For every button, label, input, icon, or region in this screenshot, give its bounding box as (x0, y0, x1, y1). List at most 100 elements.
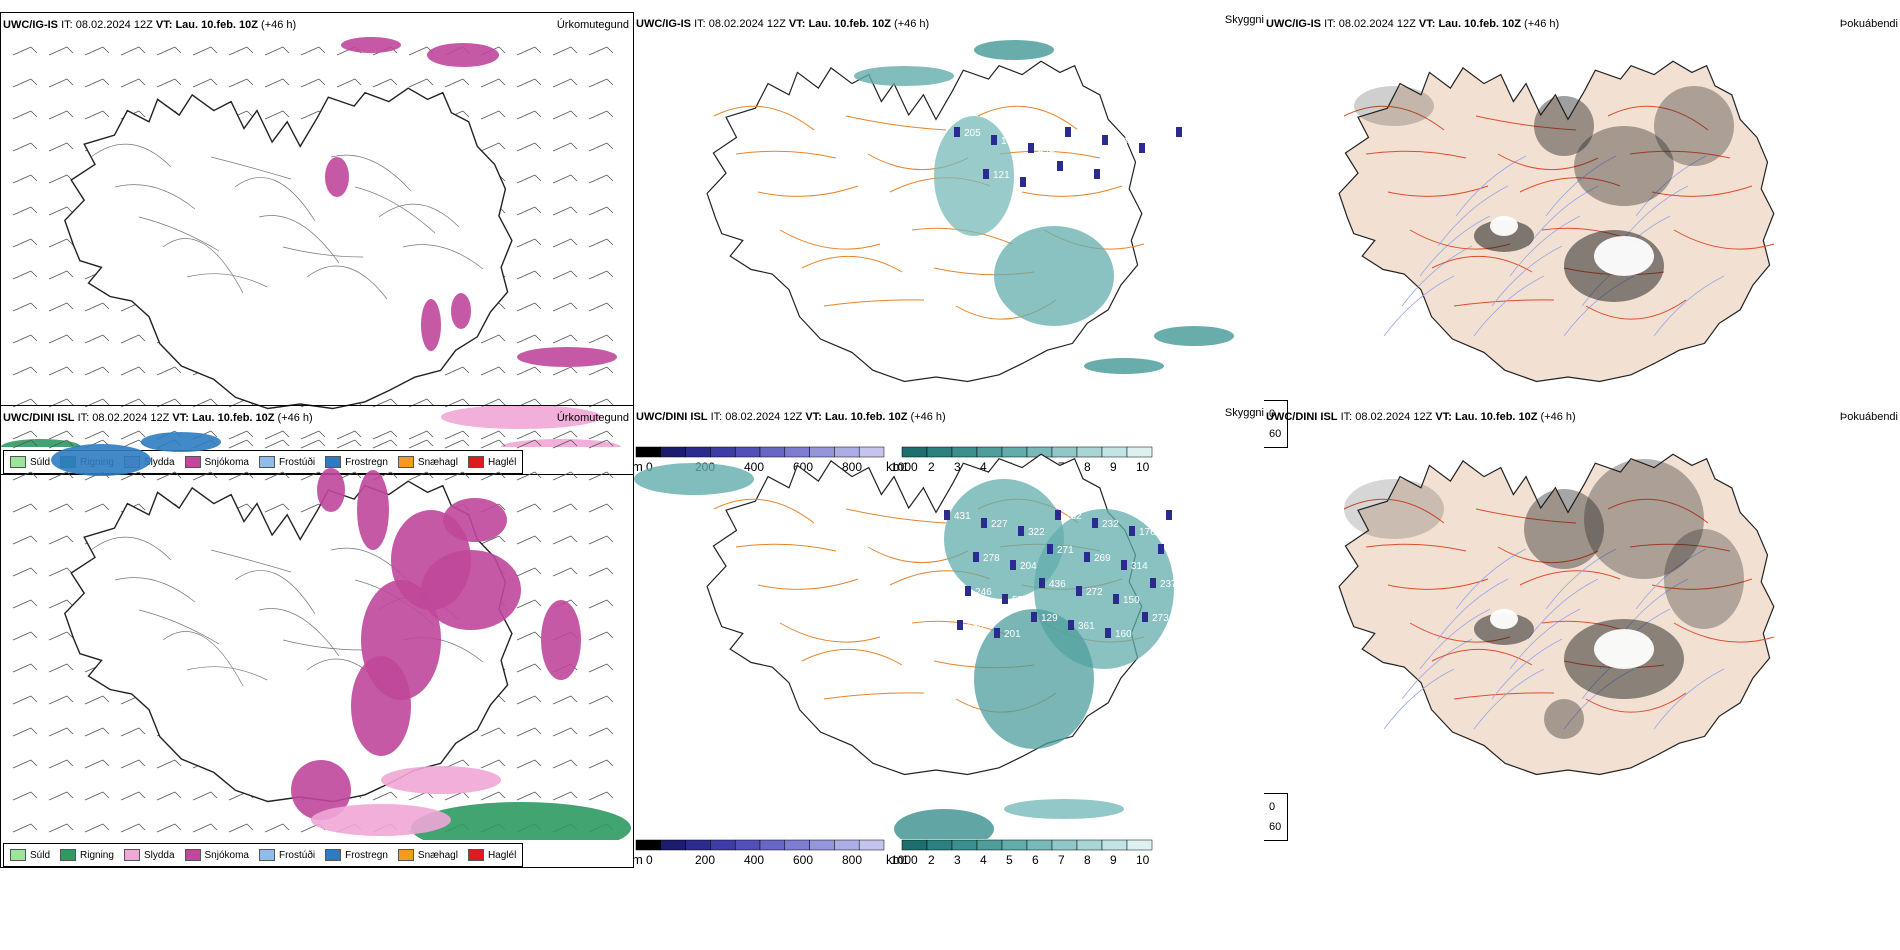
rain-area (1, 439, 81, 447)
wind-barb (480, 142, 506, 152)
wind-barb (48, 631, 74, 641)
it-value: 08.02.2024 12Z (725, 411, 803, 423)
river-line (1509, 215, 1581, 277)
visibility-scale-tick: 3 (954, 853, 961, 867)
wind-barb (48, 695, 74, 705)
wind-barb (480, 791, 506, 801)
road-line (735, 543, 837, 552)
wind-barb (48, 439, 74, 449)
cloud-base-marker (1028, 143, 1034, 153)
wind-barb (516, 471, 542, 481)
vt-value: Lau. 10.feb. 10Z (191, 412, 275, 424)
visibility-map: 4312273222822321767332782042712693144572… (634, 453, 1193, 839)
wind-barb (120, 791, 146, 801)
road-line (138, 216, 220, 252)
height-scale-swatch (834, 839, 860, 851)
wind-barb (480, 430, 506, 440)
wind-barb (12, 142, 38, 152)
cloud-base-marker (1139, 143, 1145, 153)
wind-barb (120, 366, 146, 376)
wind-barb (264, 471, 290, 481)
cloud-base-height-label: 278 (983, 553, 1000, 564)
fog-title: Þokuábendi (1839, 18, 1898, 30)
wind-barb (588, 567, 614, 577)
legend-label: Frostúði (278, 456, 316, 468)
snow-area (421, 550, 521, 630)
wind-barb (516, 503, 542, 513)
snow-area (427, 43, 499, 67)
cloud-base-marker (1113, 594, 1119, 604)
road-line (1519, 570, 1621, 586)
road-line (90, 536, 172, 561)
road-line (90, 143, 172, 168)
legend-item: Súld (10, 849, 50, 861)
wind-barb (12, 439, 38, 449)
wind-barb (264, 110, 290, 120)
height-scale-unit: m (634, 459, 643, 474)
cloud-base-marker (1047, 544, 1053, 554)
fog-area (1584, 459, 1704, 579)
model-label: UWC/DINI ISL (636, 411, 708, 423)
river-line (1635, 548, 1707, 610)
visibility-map: 205 140 242 108 114 125 151 121 270 102 100 (706, 40, 1234, 383)
wind-barb (516, 270, 542, 280)
legend-item: Snæhagl (397, 456, 458, 468)
wind-barb (372, 439, 398, 449)
wind-barb (12, 791, 38, 801)
cloud-base-marker (965, 586, 971, 596)
height-scale-tick: 1000 (891, 853, 918, 867)
wind-barb (552, 695, 578, 705)
wind-barb (588, 78, 614, 88)
wind-barb (192, 791, 218, 801)
wind-barb (48, 78, 74, 88)
legend-item: Haglél (467, 849, 516, 861)
wind-barb (48, 471, 74, 481)
visibility-scale-tick: 8 (1084, 460, 1091, 474)
model-label: UWC/IG-IS (636, 18, 691, 30)
height-scale-swatch (858, 839, 885, 851)
wind-barb (408, 430, 434, 440)
wind-barb (48, 334, 74, 344)
it-label: IT: (61, 19, 73, 31)
low-visibility-area (974, 609, 1094, 749)
wind-barb (588, 503, 614, 513)
cloud-base-marker (1065, 127, 1071, 137)
low-visibility-area (944, 479, 1064, 599)
cloud-base-marker (983, 169, 989, 179)
lead-time: (+46 h) (894, 18, 930, 30)
wind-barb (84, 727, 110, 737)
road-line (186, 273, 268, 288)
cloud-base-height-label: 114 (1112, 136, 1128, 147)
river-line (1545, 155, 1617, 217)
wind-barb (156, 78, 182, 88)
wind-barb (48, 567, 74, 577)
wind-barb (516, 206, 542, 216)
cloud-base-height-label: 237 (1160, 579, 1177, 590)
legend-swatch (467, 456, 484, 468)
fog-area (1344, 479, 1444, 539)
wind-barb (48, 535, 74, 545)
legend-swatch (184, 849, 201, 861)
legend-swatch (184, 456, 201, 468)
wind-barb (300, 439, 326, 449)
wind-barb (48, 206, 74, 216)
vt-value: Lau. 10.feb. 10Z (175, 19, 258, 31)
wind-barb (228, 439, 254, 449)
fog-area (1524, 489, 1604, 569)
vt-value: Lau. 10.feb. 10Z (824, 411, 908, 423)
road-line (162, 238, 244, 294)
road-line (402, 244, 484, 270)
wind-barb (264, 823, 290, 833)
fog-colorbar: 0 60 (1264, 793, 1288, 841)
road-line (162, 631, 244, 687)
road-line (210, 156, 292, 180)
river-line (1545, 548, 1617, 610)
fog-map (1338, 453, 1775, 776)
visibility-scale-swatch (1001, 839, 1028, 851)
cloud-base-height-label: 151 (1186, 128, 1203, 139)
wind-barb (228, 46, 254, 56)
height-scale-swatch (710, 839, 736, 851)
wind-barb (480, 471, 506, 481)
wind-barb (264, 503, 290, 513)
cloud-base-marker (1094, 169, 1100, 179)
